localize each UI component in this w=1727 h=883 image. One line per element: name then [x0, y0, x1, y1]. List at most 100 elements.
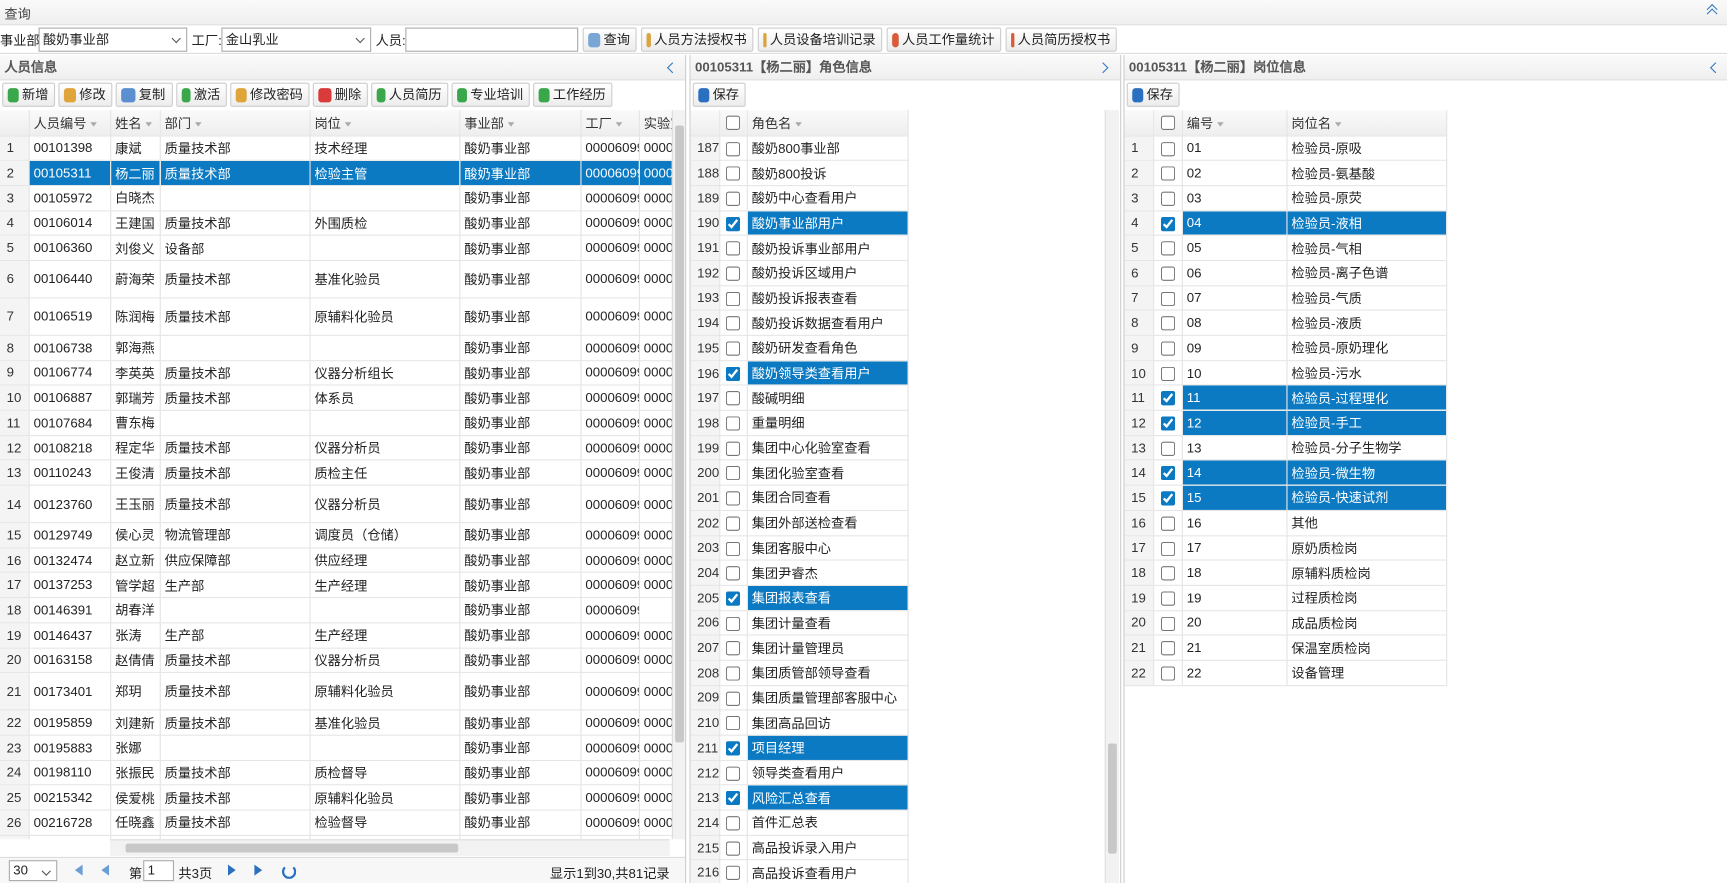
- row[interactable]: 5 00106360 刘俊义 设备部 酸奶事业部 00006099 0000: [0, 235, 672, 261]
- sort-icon[interactable]: [615, 121, 622, 127]
- row[interactable]: 1 01 检验员-原吸: [1124, 135, 1727, 162]
- sort-icon[interactable]: [1334, 121, 1341, 127]
- checkbox[interactable]: [1160, 491, 1175, 506]
- row[interactable]: 2 02 检验员-氨基酸: [1124, 160, 1727, 186]
- refresh-icon[interactable]: [281, 864, 297, 879]
- checkbox[interactable]: [1160, 391, 1175, 406]
- checkbox[interactable]: [1160, 466, 1175, 481]
- row[interactable]: 199 集团中心化验室查看: [690, 435, 1106, 461]
- person-input[interactable]: [405, 27, 579, 52]
- checkbox[interactable]: [725, 416, 741, 431]
- checkbox[interactable]: [1160, 591, 1175, 606]
- checkbox[interactable]: [1160, 141, 1175, 156]
- sort-icon[interactable]: [794, 121, 802, 127]
- row[interactable]: 195 酸奶研发查看角色: [690, 335, 1106, 361]
- row[interactable]: 14 14 检验员-微生物: [1124, 460, 1727, 486]
- row[interactable]: 10 00106887 郭瑞芳 质量技术部 体系员 酸奶事业部 00006099 0000: [0, 385, 672, 411]
- row[interactable]: 11 00107684 曹东梅 酸奶事业部 00006099 0000: [0, 410, 672, 436]
- sort-icon[interactable]: [344, 121, 351, 127]
- checkbox[interactable]: [725, 816, 741, 831]
- checkbox[interactable]: [1160, 316, 1175, 331]
- checkbox[interactable]: [1160, 616, 1175, 631]
- row[interactable]: 213 风险汇总查看: [690, 785, 1106, 811]
- row[interactable]: 7 07 检验员-气质: [1124, 285, 1727, 311]
- row[interactable]: 8 00106738 郭海燕 酸奶事业部 00006099 0000: [0, 335, 672, 361]
- row[interactable]: 191 酸奶投诉事业部用户: [690, 235, 1106, 261]
- scrollbar[interactable]: [671, 110, 686, 840]
- checkbox[interactable]: [1160, 641, 1175, 656]
- row[interactable]: 17 17 原奶质检岗: [1124, 535, 1727, 561]
- checkbox[interactable]: [725, 216, 741, 231]
- checkbox[interactable]: [725, 541, 741, 556]
- row[interactable]: 192 酸奶投诉区域用户: [690, 260, 1106, 286]
- checkbox[interactable]: [1160, 266, 1175, 281]
- row[interactable]: 2700235427: [0, 834, 672, 840]
- row[interactable]: 207 集团计量管理员: [690, 635, 1106, 661]
- row[interactable]: 203 集团客服中心: [690, 535, 1106, 561]
- row[interactable]: 206 集团计量查看: [690, 610, 1106, 636]
- row[interactable]: 205 集团报表查看: [690, 585, 1106, 611]
- checkbox[interactable]: [725, 116, 741, 131]
- pager-nav[interactable]: [74, 864, 83, 876]
- row[interactable]: 16 00132474 赵立新 供应保障部 供应经理 酸奶事业部 00006099 0000: [0, 547, 672, 574]
- row[interactable]: 198 重量明细: [690, 410, 1106, 436]
- row[interactable]: 9 00106774 李英英 质量技术部 仪器分析组长 酸奶事业部 00006099 0000: [0, 360, 672, 386]
- row[interactable]: 14 00123760 王玉丽 质量技术部 仪器分析员 酸奶事业部 00006099 0000: [0, 485, 672, 524]
- row[interactable]: 3 03 检验员-原荧: [1124, 185, 1727, 211]
- row[interactable]: 11 11 检验员-过程理化: [1124, 385, 1727, 411]
- pager-nav[interactable]: [254, 864, 263, 876]
- checkbox[interactable]: [1160, 416, 1175, 431]
- checkbox[interactable]: [1160, 366, 1175, 381]
- checkbox[interactable]: [725, 741, 741, 756]
- row[interactable]: 21 00173401 郑玥 质量技术部 原辅料化验员 酸奶事业部 00006099 0000: [0, 672, 672, 711]
- button[interactable]: 新增: [2, 82, 56, 107]
- row[interactable]: 18 18 原辅料质检岗: [1124, 560, 1727, 586]
- checkbox[interactable]: [1160, 216, 1175, 231]
- button[interactable]: 删除: [312, 82, 368, 107]
- row[interactable]: 22 22 设备管理: [1124, 660, 1727, 686]
- row[interactable]: 10 10 检验员-污水: [1124, 360, 1727, 386]
- checkbox[interactable]: [1160, 291, 1175, 306]
- checkbox[interactable]: [725, 266, 741, 281]
- row[interactable]: 15 00129749 侯心灵 物流管理部 调度员（仓储） 酸奶事业部 00006099 00…: [0, 522, 672, 549]
- row[interactable]: 21 21 保温室质检岗: [1124, 635, 1727, 661]
- row[interactable]: 208 集团质管部领导查看: [690, 660, 1106, 686]
- checkbox[interactable]: [725, 141, 741, 156]
- checkbox[interactable]: [1160, 241, 1175, 256]
- row[interactable]: 212 领导类查看用户: [690, 760, 1106, 786]
- row[interactable]: 216 高品投诉查看用户: [690, 860, 1106, 883]
- scroll-thumb[interactable]: [1108, 743, 1117, 854]
- checkbox[interactable]: [725, 191, 741, 206]
- checkbox[interactable]: [725, 641, 741, 656]
- row[interactable]: 12 12 检验员-手工: [1124, 410, 1727, 436]
- checkbox[interactable]: [725, 666, 741, 681]
- sort-icon[interactable]: [194, 121, 202, 127]
- row[interactable]: 13 00110243 王俊清 质量技术部 质检主任 酸奶事业部 00006099 0000: [0, 460, 672, 486]
- row[interactable]: 194 酸奶投诉数据查看用户: [690, 310, 1106, 336]
- row[interactable]: 201 集团合同查看: [690, 485, 1106, 511]
- row[interactable]: 2 00105311 杨二丽 质量技术部 检验主管 酸奶事业部 00006099 0000: [0, 160, 672, 186]
- row[interactable]: 8 08 检验员-液质: [1124, 310, 1727, 336]
- row[interactable]: 5 05 检验员-气相: [1124, 235, 1727, 261]
- checkbox[interactable]: [1160, 541, 1175, 556]
- row[interactable]: 188 酸奶800投诉: [690, 160, 1106, 186]
- sort-icon[interactable]: [89, 121, 97, 127]
- checkbox[interactable]: [725, 841, 741, 856]
- page-input[interactable]: 1: [143, 860, 175, 882]
- checkbox[interactable]: [725, 566, 741, 581]
- row[interactable]: 210 集团高品回访: [690, 710, 1106, 736]
- row[interactable]: 19 00146437 张涛 生产部 生产经理 酸奶事业部 00006099 0000: [0, 622, 672, 649]
- button[interactable]: 保存: [1126, 82, 1180, 107]
- row[interactable]: 15 15 检验员-快速试剂: [1124, 485, 1727, 511]
- row[interactable]: 209 集团质量管理部客服中心: [690, 685, 1106, 711]
- row[interactable]: 3 00105972 白晓杰 酸奶事业部 00006099 0000: [0, 185, 672, 211]
- button[interactable]: 复制: [115, 82, 173, 107]
- row[interactable]: 20 00163158 赵倩倩 质量技术部 仪器分析员 酸奶事业部 00006099 0000: [0, 647, 672, 674]
- checkbox[interactable]: [725, 166, 741, 181]
- checkbox[interactable]: [725, 316, 741, 331]
- checkbox[interactable]: [725, 466, 741, 481]
- checkbox[interactable]: [725, 341, 741, 356]
- checkbox[interactable]: [725, 791, 741, 806]
- row[interactable]: 20 20 成品质检岗: [1124, 610, 1727, 636]
- button[interactable]: 人员简历授权书: [1005, 27, 1117, 52]
